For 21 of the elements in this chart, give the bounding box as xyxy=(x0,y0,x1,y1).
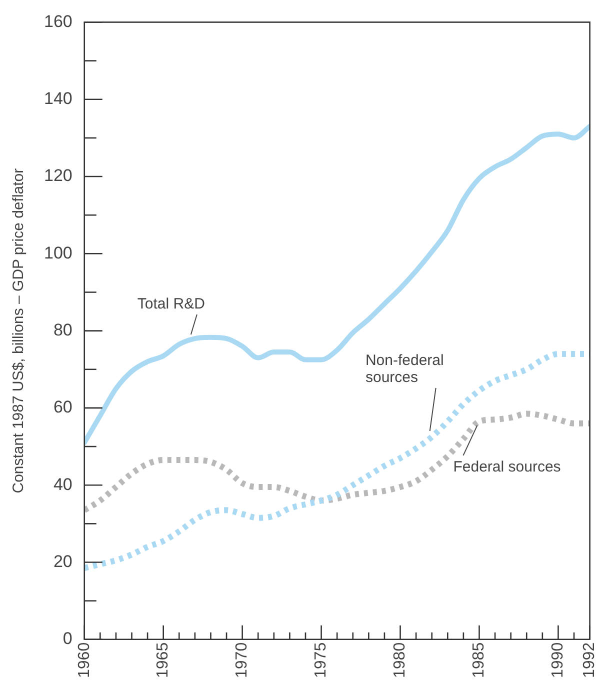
x-tick-label: 1985 xyxy=(470,642,488,678)
y-tick-label: 100 xyxy=(44,243,72,262)
x-tick-label: 1990 xyxy=(550,642,567,678)
series-label: Federal sources xyxy=(453,458,561,476)
y-tick-label: 80 xyxy=(53,320,72,340)
x-tick-label: 1992 xyxy=(581,642,598,678)
series-label: Total R&D xyxy=(137,296,206,313)
y-tick-label: 140 xyxy=(44,89,72,108)
y-tick-label: 160 xyxy=(44,12,72,31)
y-tick-label: 40 xyxy=(53,474,72,494)
x-tick-label: 1965 xyxy=(154,642,172,678)
y-axis-title: Constant 1987 US$, billions – GDP price deflator xyxy=(10,168,28,494)
x-tick-label: 1975 xyxy=(312,642,330,678)
y-tick-label: 60 xyxy=(53,398,72,417)
x-tick-label: 1980 xyxy=(392,642,409,678)
y-tick-label: 0 xyxy=(62,629,72,648)
x-tick-label: 1960 xyxy=(76,642,93,678)
series-label: Non-federal sources xyxy=(365,352,444,386)
x-tick-label: 1970 xyxy=(234,642,251,678)
y-tick-label: 20 xyxy=(53,552,72,571)
y-tick-label: 120 xyxy=(44,166,72,186)
